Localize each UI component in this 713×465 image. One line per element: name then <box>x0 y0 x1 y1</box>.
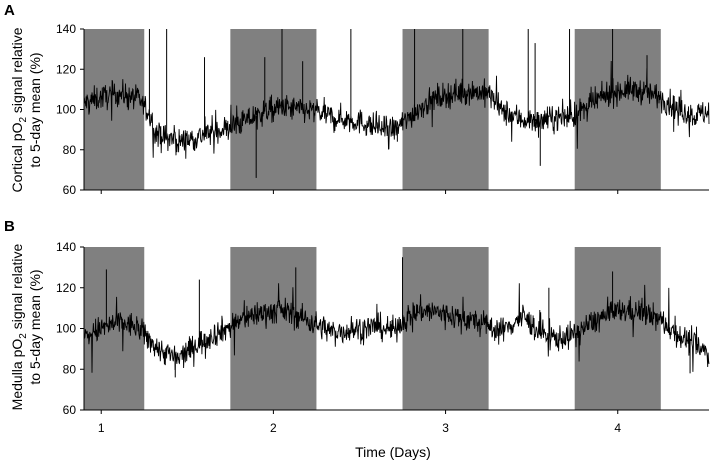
panel-b-ytick-label-80: 80 <box>63 362 77 376</box>
panel-a-ylabel-line2: to 5-day mean (%) <box>27 52 43 167</box>
panel-a-ytick-label-120: 120 <box>56 62 76 76</box>
panel-a-ytick-label-80: 80 <box>63 143 77 157</box>
panel-a: A 60 80 100 120 140 Cortical pO2 signal rela… <box>4 2 710 197</box>
x-axis-title: Time (Days) <box>355 444 431 460</box>
panel-a-dark-period-2 <box>230 29 317 190</box>
panel-a-letter: A <box>4 2 15 19</box>
panel-a-axes: 60 80 100 120 140 <box>56 22 709 197</box>
panel-b-dark-periods <box>84 247 661 410</box>
panel-a-ylabel-line1: Cortical pO2 signal relative <box>9 27 29 192</box>
panel-b-letter: B <box>4 218 15 235</box>
panel-b-xtick-label-4: 4 <box>614 421 621 435</box>
panel-a-ytick-label-140: 140 <box>56 22 76 36</box>
panel-b-xtick-label-2: 2 <box>270 421 277 435</box>
panel-a-ytick-label-60: 60 <box>63 183 77 197</box>
panel-b-xtick-label-3: 3 <box>442 421 449 435</box>
panel-a-ytick-label-100: 100 <box>56 103 76 117</box>
panel-b-ylabel-line1: Medulla pO2 signal relative <box>9 243 29 410</box>
panel-b: B 60 80 100 120 140 1 2 3 4 Medulla pO2 signal r… <box>4 218 710 460</box>
panel-b-ytick-label-60: 60 <box>63 403 77 417</box>
panel-b-signal-line <box>83 283 710 373</box>
panel-b-axes: 60 80 100 120 140 1 2 3 4 <box>56 240 709 435</box>
panel-a-trace <box>83 29 710 178</box>
panel-b-ytick-label-140: 140 <box>56 240 76 254</box>
panel-a-dark-periods <box>84 29 661 190</box>
panel-b-ylabel-line2: to 5-day mean (%) <box>27 269 43 384</box>
panel-b-ytick-label-100: 100 <box>56 322 76 336</box>
panel-a-dark-period-4 <box>574 29 661 190</box>
panel-a-signal-line <box>83 60 710 159</box>
panel-b-trace <box>83 257 710 378</box>
panel-b-ytick-label-120: 120 <box>56 281 76 295</box>
panel-b-dark-period-2 <box>230 247 317 410</box>
panel-a-dark-period-1 <box>84 29 145 190</box>
panel-b-xtick-label-1: 1 <box>98 421 105 435</box>
